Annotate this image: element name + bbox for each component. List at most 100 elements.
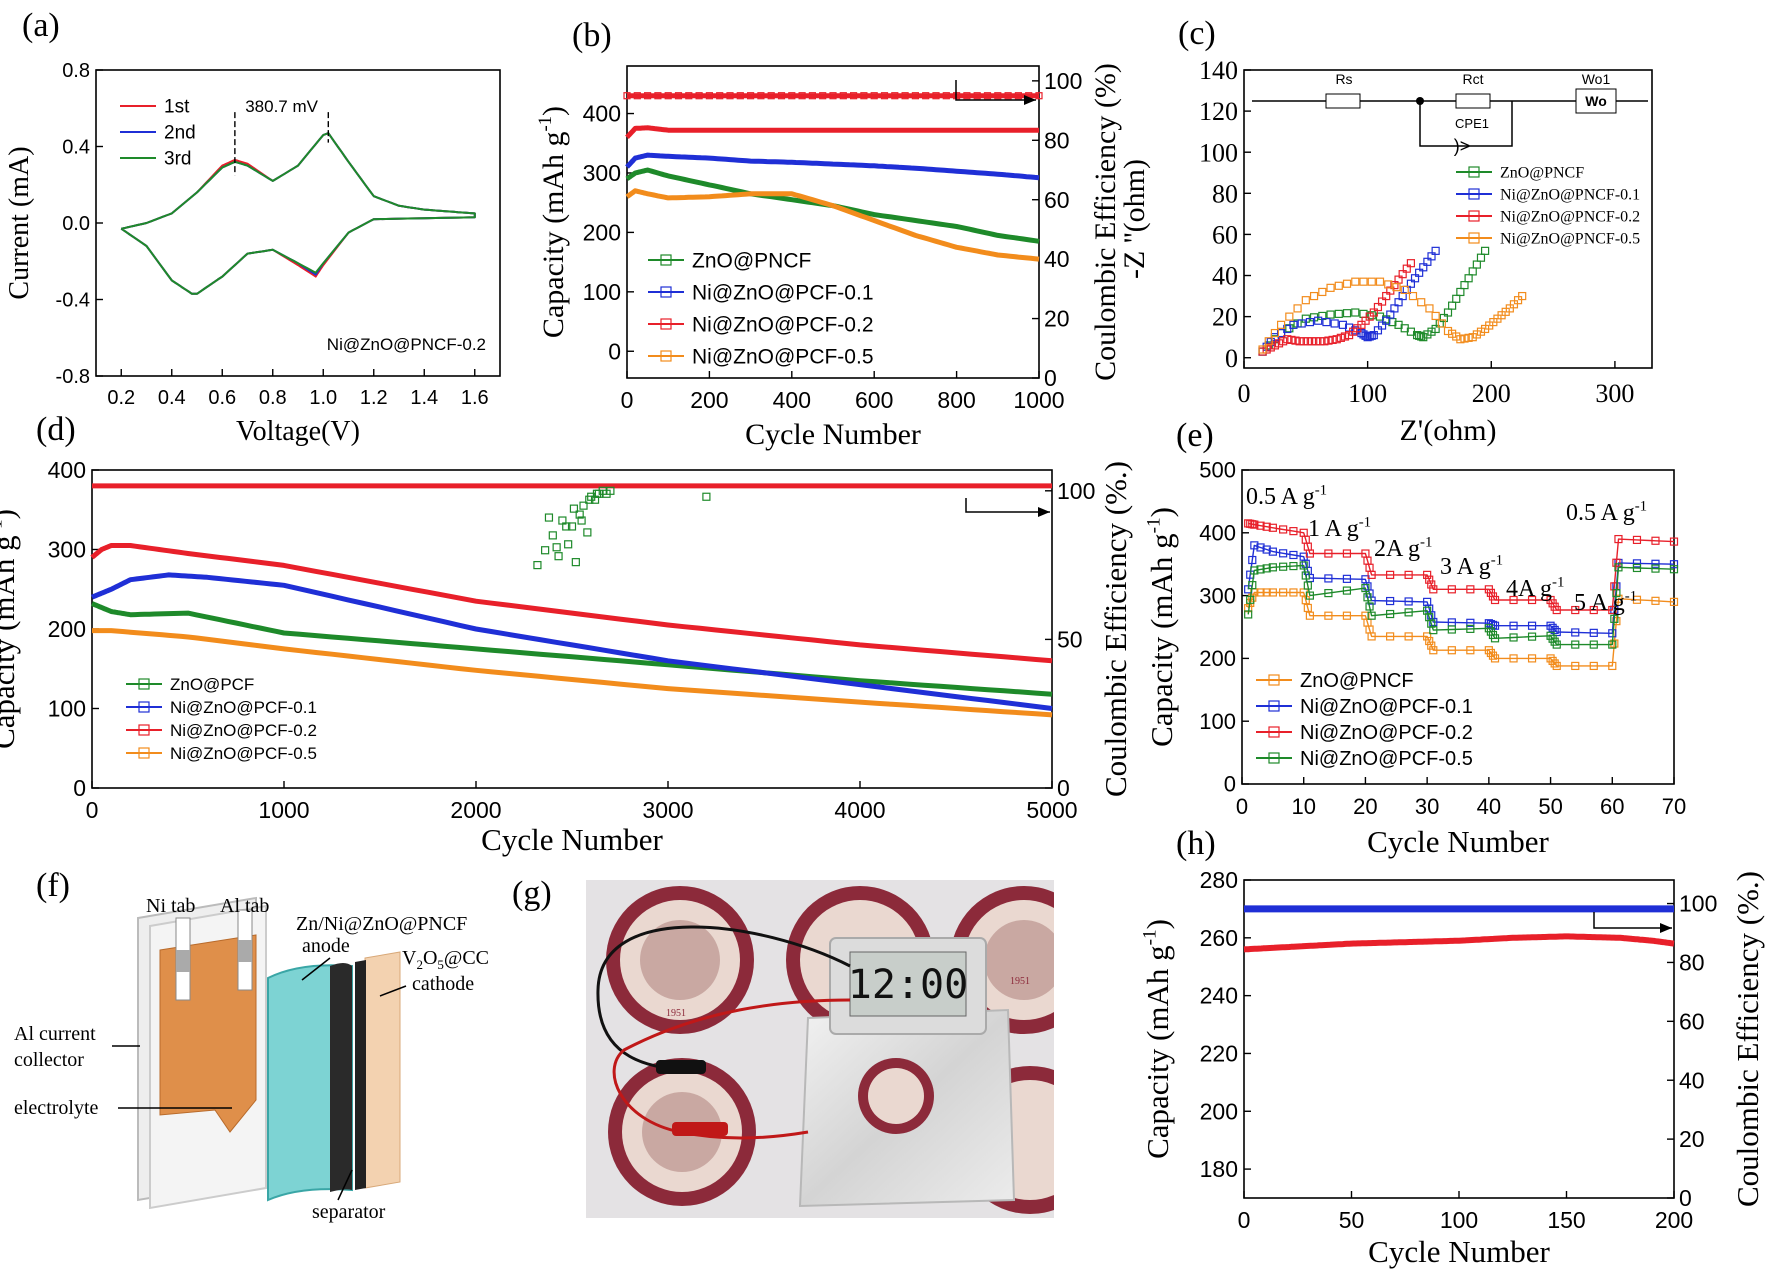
eis-point-Ni@ZnO@PNCF-0.1: [1427, 252, 1436, 261]
rate-point-Ni@ZnO@PCF-0.1: [1248, 555, 1257, 565]
ce-marker: [808, 92, 817, 100]
eis-point-Ni@ZnO@PNCF-0.2: [1299, 337, 1308, 346]
rate-point-Ni@ZnO@PCF-0.1: [1342, 574, 1352, 583]
ce-scatter-point: [564, 540, 573, 549]
rate-point-ZnO@PNCF: [1447, 646, 1456, 655]
ce-marker: [1035, 92, 1043, 100]
eis-point-Ni@ZnO@PNCF-0.2: [1365, 312, 1374, 321]
rate-point-Ni@ZnO@PCF-0.5: [1262, 564, 1271, 573]
rate-point-Ni@ZnO@PCF-0.5: [1303, 581, 1312, 590]
eis-point-Ni@ZnO@PNCF-0.5: [1326, 283, 1335, 292]
eis-point-Ni@ZnO@PNCF-0.5: [1476, 327, 1486, 336]
y-tick-label: 220: [1200, 1041, 1238, 1067]
ce-marker: [685, 92, 693, 100]
y-tick-label: 200: [48, 616, 86, 642]
ce-scatter-point: [702, 492, 711, 501]
ce-marker: [911, 92, 920, 100]
eis-point-ZnO@PNCF: [1326, 310, 1335, 319]
rate-point-Ni@ZnO@PCF-0.2: [1552, 605, 1561, 615]
capacity-curve-Ni@ZnO@PCF-0.5: [91, 628, 1053, 718]
eis-point-ZnO@PNCF: [1419, 333, 1428, 342]
separator-layer: [355, 960, 366, 1190]
eis-point-Ni@ZnO@PNCF-0.5: [1417, 298, 1426, 307]
x-tick-label: 200: [690, 387, 728, 413]
eis-point-ZnO@PNCF: [1456, 287, 1465, 297]
circuit-label-cpe1: CPE1: [1455, 116, 1489, 131]
circuit-label-wo: Wo: [1585, 93, 1607, 109]
eis-point-ZnO@PNCF: [1427, 327, 1436, 336]
capacity-curve-Ni@ZnO@PCF-0.1: [90, 572, 1053, 711]
eis-point-Ni@ZnO@PNCF-0.5: [1468, 333, 1477, 342]
rate-point-Ni@ZnO@PCF-0.5: [1429, 626, 1438, 635]
ce-scatter-point: [583, 528, 592, 537]
rate-point-ZnO@PNCF: [1550, 659, 1559, 668]
panel-label-a: (a): [22, 7, 60, 44]
eis-point-ZnO@PNCF: [1452, 294, 1461, 303]
rate-point-Ni@ZnO@PCF-0.5: [1447, 625, 1456, 634]
rate-point-Ni@ZnO@PCF-0.5: [1466, 624, 1475, 633]
eis-point-Ni@ZnO@PNCF-0.5: [1472, 330, 1481, 339]
y-tick-label: 0: [73, 775, 86, 801]
y-tick-label: 400: [48, 457, 86, 483]
y-tick-label: 0.4: [62, 137, 90, 159]
legend-label: Ni@ZnO@PCF-0.1: [170, 698, 317, 717]
rate-point-Ni@ZnO@PCF-0.2: [1386, 570, 1395, 579]
eis-point-ZnO@PNCF: [1375, 312, 1385, 321]
eis-point-Ni@ZnO@PNCF-0.1: [1322, 318, 1331, 327]
eis-point-Ni@ZnO@PNCF-0.1: [1270, 333, 1280, 342]
rate-point-Ni@ZnO@PCF-0.5: [1509, 633, 1518, 642]
rate-point-Ni@ZnO@PCF-0.5: [1324, 588, 1333, 598]
capacity-curve: [1243, 933, 1677, 953]
ce-scatter-point: [569, 504, 579, 513]
chart-b-cycling-1000: 0 200 400 600 800 100001002003004000204060801…: [535, 63, 1122, 451]
rate-label-3: 3 A g-1​: [1440, 552, 1503, 580]
clock-display: 12:00: [848, 962, 968, 1008]
panel-label-b: (b): [572, 17, 612, 54]
x-tick-label: 0: [1236, 794, 1248, 819]
ce-axis-arrow: [955, 80, 1036, 101]
eis-point-ZnO@PNCF: [1293, 319, 1302, 328]
ce-arrowhead: [1038, 507, 1050, 517]
eis-point-Ni@ZnO@PNCF-0.5: [1285, 312, 1294, 321]
rate-point-ZnO@PNCF: [1367, 632, 1376, 641]
eis-point-Ni@ZnO@PNCF-0.2: [1361, 316, 1370, 325]
x-tick-label: 50: [1339, 1207, 1365, 1233]
legend-label: 3rd: [164, 149, 191, 170]
ce-marker: [994, 92, 1002, 100]
x-axis-title: Cycle Number: [1368, 1234, 1550, 1269]
rate-point-Ni@ZnO@PCF-0.5: [1651, 564, 1660, 573]
rate-point-Ni@ZnO@PCF-0.1: [1589, 628, 1598, 637]
y-tick-label: 300: [1199, 583, 1236, 608]
x-tick-label: 60: [1600, 794, 1624, 819]
rate-point-Ni@ZnO@PCF-0.1: [1550, 625, 1559, 635]
rate-point-ZnO@PNCF: [1429, 646, 1438, 655]
rate-point-Ni@ZnO@PCF-0.2: [1250, 520, 1259, 529]
y-tick-label: 60: [1212, 221, 1238, 250]
rate-point-Ni@ZnO@PCF-0.2: [1612, 558, 1621, 567]
eis-point-Ni@ZnO@PNCF-0.2: [1283, 335, 1292, 344]
rate-point-ZnO@PNCF: [1425, 636, 1434, 646]
y-tick-label: 200: [1199, 646, 1236, 671]
pouch-cell-schematic: Ni tab Al tab Zn/Ni@ZnO@PNCF anode V2O5@…: [14, 895, 489, 1223]
rate-point-Ni@ZnO@PCF-0.5: [1612, 588, 1621, 598]
x-tick-label: 30: [1415, 794, 1439, 819]
rate-label-2: 2A g-1​: [1374, 534, 1432, 562]
ce-marker: [726, 92, 734, 100]
legend-marker: [1268, 700, 1280, 712]
rate-point-Ni@ZnO@PCF-0.1: [1546, 621, 1555, 630]
rate-point-ZnO@PNCF: [1303, 603, 1312, 613]
chart-a-cv-curves: 0.2 0.4 0.6 0.8 1.0 1.2 1.4 1.6 -0.8 -0.4 0.0 0.4 0.…: [4, 60, 501, 447]
ce-marker: [870, 92, 878, 100]
leader-anode: [301, 957, 331, 981]
rate-point-ZnO@PNCF: [1546, 654, 1555, 663]
rate-point-Ni@ZnO@PCF-0.5: [1250, 566, 1259, 575]
cathode-layer: [364, 951, 401, 1189]
y-tick-label: 200: [1200, 1098, 1238, 1124]
ce-marker: [746, 92, 755, 100]
rate-line-Ni@ZnO@PCF-0.2: [1248, 522, 1675, 611]
ce-scatter-point: [548, 531, 557, 540]
eis-point-Ni@ZnO@PNCF-0.2: [1262, 345, 1271, 354]
y-tick-label: 400: [1199, 521, 1236, 546]
ce-scatter-point: [544, 513, 554, 522]
rate-point-Ni@ZnO@PCF-0.1: [1324, 574, 1333, 583]
